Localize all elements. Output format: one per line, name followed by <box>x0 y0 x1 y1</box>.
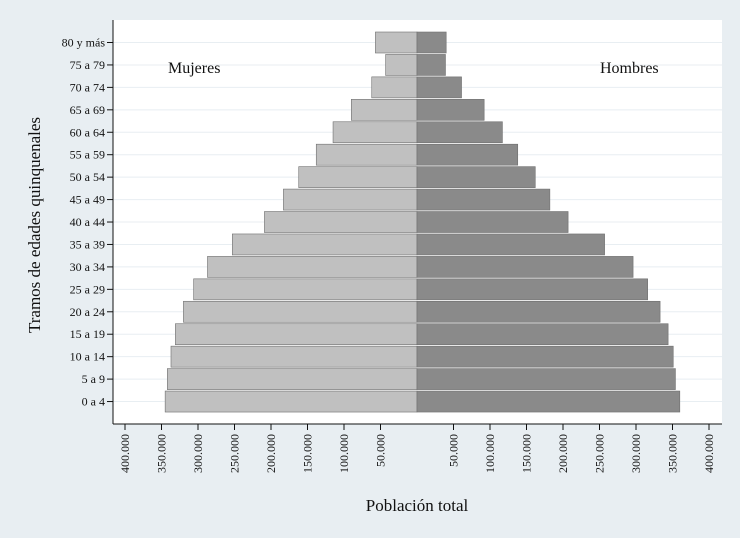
bar-hombres-70-a-74 <box>416 76 462 99</box>
bar-mujeres-15-a-19 <box>175 323 418 346</box>
x-tick-label: 400.000 <box>118 434 132 473</box>
bar-hombres-45-a-49 <box>416 188 551 211</box>
x-tick-label: 300.000 <box>629 434 643 473</box>
y-tick-label: 5 a 9 <box>82 372 105 386</box>
y-tick-label: 50 a 54 <box>70 170 105 184</box>
y-tick-label: 35 a 39 <box>70 237 105 251</box>
y-tick-label: 40 a 44 <box>70 215 105 229</box>
x-tick-label: 50.000 <box>447 434 461 467</box>
bar-mujeres-50-a-54 <box>298 166 418 188</box>
y-axis-title: Tramos de edades quinquenales <box>25 117 44 333</box>
bar-mujeres-75-a-79 <box>385 54 418 76</box>
x-tick-label: 100.000 <box>483 434 497 473</box>
bar-hombres-80-y-más <box>416 31 447 54</box>
bar-mujeres-60-a-64 <box>332 121 418 144</box>
bar-hombres-15-a-19 <box>416 323 669 346</box>
y-tick-label: 30 a 34 <box>70 260 105 274</box>
y-tick-label: 65 a 69 <box>70 103 105 117</box>
x-tick-label: 150.000 <box>520 434 534 473</box>
series-label-mujeres: Mujeres <box>168 60 220 77</box>
bar-mujeres-35-a-39 <box>232 233 418 256</box>
y-tick-label: 45 a 49 <box>70 193 105 207</box>
y-tick-label: 20 a 24 <box>70 305 105 319</box>
y-tick-label: 0 a 4 <box>82 395 105 409</box>
axes: 0 a 4 5 a 9 10 a 14 15 a 19 20 a 24 25 a 29 30… <box>62 20 722 473</box>
y-tick-label: 25 a 29 <box>70 282 105 296</box>
bar-mujeres-70-a-74 <box>371 76 418 99</box>
x-tick-label: 300.000 <box>191 434 205 473</box>
bar-mujeres-80-y-más <box>375 31 418 54</box>
bar-hombres-30-a-34 <box>416 256 634 278</box>
x-tick-label: 250.000 <box>228 434 242 473</box>
x-tick-label: 400.000 <box>702 434 716 473</box>
bar-mujeres-5-a-9 <box>167 368 418 390</box>
bar-hombres-40-a-44 <box>416 211 569 233</box>
x-tick-label: 350.000 <box>155 434 169 473</box>
bar-mujeres-30-a-34 <box>207 256 418 278</box>
bar-hombres-60-a-64 <box>416 121 503 144</box>
bar-hombres-75-a-79 <box>416 54 446 76</box>
x-tick-label: 350.000 <box>666 434 680 473</box>
y-tick-label: 60 a 64 <box>70 125 105 139</box>
bar-mujeres-65-a-69 <box>350 99 418 121</box>
bar-mujeres-45-a-49 <box>283 188 418 211</box>
bar-mujeres-20-a-24 <box>183 300 418 323</box>
bar-hombres-0-a-4 <box>416 390 681 413</box>
y-tick-label: 10 a 14 <box>70 350 105 364</box>
bar-mujeres-10-a-14 <box>170 345 418 368</box>
bar-mujeres-25-a-29 <box>193 278 418 301</box>
series-label-hombres: Hombres <box>600 60 659 77</box>
bar-mujeres-55-a-59 <box>315 143 418 166</box>
bars <box>164 31 681 413</box>
y-tick-label: 15 a 19 <box>70 327 105 341</box>
x-tick-label: 50.000 <box>374 434 388 467</box>
x-tick-label: 200.000 <box>556 434 570 473</box>
bar-mujeres-0-a-4 <box>164 390 418 413</box>
x-tick-label: 100.000 <box>337 434 351 473</box>
x-tick-label: 200.000 <box>264 434 278 473</box>
y-tick-label: 75 a 79 <box>70 58 105 72</box>
bar-mujeres-40-a-44 <box>264 211 418 233</box>
bar-hombres-10-a-14 <box>416 345 674 368</box>
x-tick-label: 250.000 <box>593 434 607 473</box>
bar-hombres-20-a-24 <box>416 300 661 323</box>
y-tick-label: 70 a 74 <box>70 80 105 94</box>
bar-hombres-65-a-69 <box>416 99 485 121</box>
x-axis-title: Población total <box>366 496 469 515</box>
bar-hombres-5-a-9 <box>416 368 676 390</box>
bar-hombres-50-a-54 <box>416 166 536 188</box>
x-tick-label: 150.000 <box>301 434 315 473</box>
bar-hombres-25-a-29 <box>416 278 648 301</box>
bar-hombres-55-a-59 <box>416 143 519 166</box>
y-tick-label: 80 y más <box>62 36 106 50</box>
y-tick-label: 55 a 59 <box>70 148 105 162</box>
bar-hombres-35-a-39 <box>416 233 605 256</box>
